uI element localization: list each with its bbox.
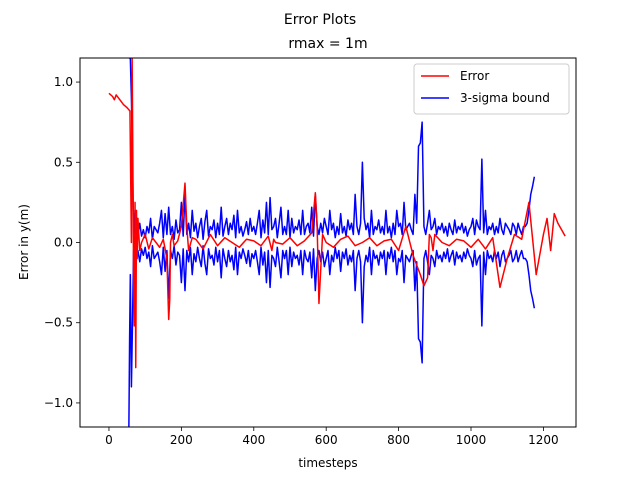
figure-suptitle: Error Plots [284,12,356,28]
x-tick-label: 400 [242,433,265,447]
x-tick-label: 200 [170,433,193,447]
x-tick-label: 600 [315,433,338,447]
y-tick-label: 0.0 [54,236,73,250]
legend-label-3-sigma-bound: 3-sigma bound [460,91,550,105]
series-line-error [108,58,566,369]
x-axis: 0 200 400 600 800 1000 1200 [105,427,559,447]
x-tick-label: 1000 [456,433,487,447]
y-tick-label: 0.5 [54,155,73,169]
y-tick-label: 1.0 [54,75,73,89]
legend: Error 3-sigma bound [413,63,570,115]
series-layer [108,58,566,427]
chart-title: rmax = 1m [288,36,367,52]
y-axis-label: Error in y(m) [17,204,31,280]
y-axis: −1.0 −0.5 0.0 0.5 1.0 [44,75,80,410]
y-tick-label: −1.0 [44,396,73,410]
y-tick-label: −0.5 [44,316,73,330]
x-tick-label: 1200 [528,433,559,447]
series-line-3-sigma-lower [128,244,536,427]
series-line-3-sigma-upper [128,58,536,241]
x-axis-label: timesteps [298,456,357,470]
x-tick-label: 0 [105,433,113,447]
x-tick-label: 800 [387,433,410,447]
legend-label-error: Error [460,69,489,83]
legend-box [413,63,570,115]
